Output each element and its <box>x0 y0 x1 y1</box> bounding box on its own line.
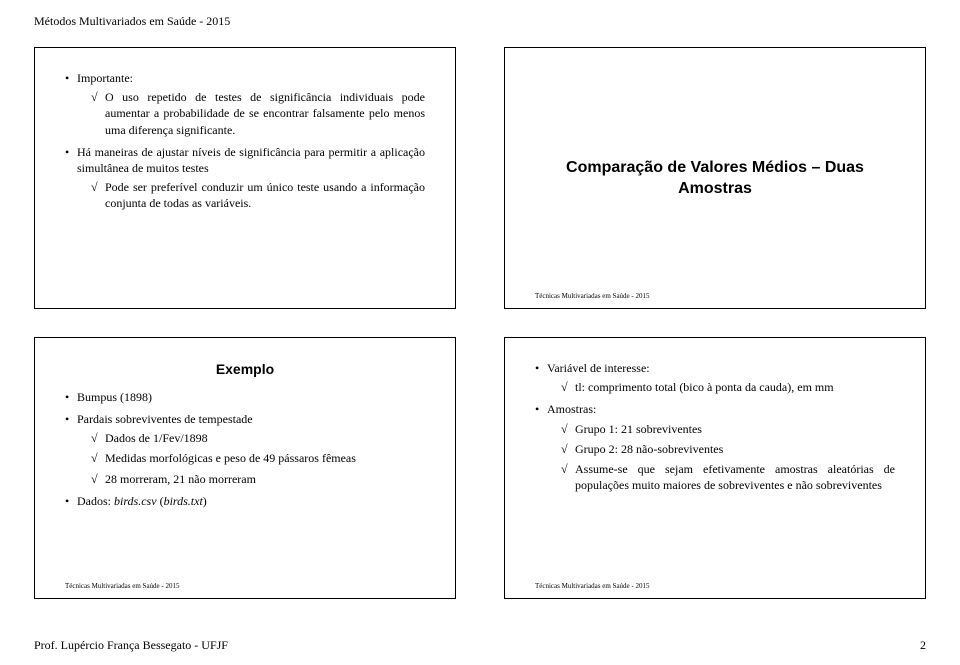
slide1-b1-sub1: O uso repetido de testes de significânci… <box>91 89 425 138</box>
slide4-b2-sub3: Assume-se que sejam efetivamente amostra… <box>561 461 895 493</box>
slide3-b2-text: Pardais sobreviventes de tempestade <box>77 412 253 426</box>
slide2-title-line2: Amostras <box>678 180 752 197</box>
slide-4-footer: Técnicas Multivariadas em Saúde - 2015 <box>535 578 895 590</box>
page-footer-left: Prof. Lupércio França Bessegato - UFJF <box>34 638 228 653</box>
slide3-b2-sub3: 28 morreram, 21 não morreram <box>91 471 425 487</box>
slide-1-body: Importante: O uso repetido de testes de … <box>65 70 425 300</box>
slide-2-body: Comparação de Valores Médios – Duas Amos… <box>535 70 895 288</box>
slide1-b2-text: Há maneiras de ajustar níveis de signifi… <box>77 145 425 175</box>
page-footer-right: 2 <box>920 638 926 653</box>
slides-grid: Importante: O uso repetido de testes de … <box>34 47 926 599</box>
slide3-b3-file1: birds.csv <box>114 494 157 508</box>
slide3-bullet-2: Pardais sobreviventes de tempestade Dado… <box>65 411 425 487</box>
slide3-bullet-3: Dados: birds.csv (birds.txt) <box>65 493 425 509</box>
slide4-bullet-2: Amostras: Grupo 1: 21 sobreviventes Grup… <box>535 401 895 493</box>
slide-2: Comparação de Valores Médios – Duas Amos… <box>504 47 926 309</box>
slide-3: Exemplo Bumpus (1898) Pardais sobreviven… <box>34 337 456 599</box>
slide4-b2-sub1: Grupo 1: 21 sobreviventes <box>561 421 895 437</box>
slide1-bullet-1: Importante: O uso repetido de testes de … <box>65 70 425 138</box>
slide2-title-line1: Comparação de Valores Médios – Duas <box>566 159 864 176</box>
slide-3-footer: Técnicas Multivariadas em Saúde - 2015 <box>65 578 425 590</box>
slide3-b3-close: ) <box>203 494 207 508</box>
slide1-b2-sub1: Pode ser preferível conduzir um único te… <box>91 179 425 211</box>
slide3-b3-prefix: Dados: <box>77 494 114 508</box>
slide1-b1-intro: Importante: <box>77 71 133 85</box>
slide3-heading: Exemplo <box>65 360 425 379</box>
slide3-b3-open: ( <box>157 494 164 508</box>
slide1-bullet-2: Há maneiras de ajustar níveis de signifi… <box>65 144 425 212</box>
slide3-b2-sub1: Dados de 1/Fev/1898 <box>91 430 425 446</box>
slide4-b1-text: Variável de interesse: <box>547 361 650 375</box>
slide3-b3-file2: birds.txt <box>164 494 203 508</box>
page-header: Métodos Multivariados em Saúde - 2015 <box>34 14 926 29</box>
slide3-b2-sub2: Medidas morfológicas e peso de 49 pássar… <box>91 450 425 466</box>
slide4-b1-sub1: tl: comprimento total (bico à ponta da c… <box>561 379 895 395</box>
slide-4: Variável de interesse: tl: comprimento t… <box>504 337 926 599</box>
slide3-bullet-1: Bumpus (1898) <box>65 389 425 405</box>
slide-2-footer: Técnicas Multivariadas em Saúde - 2015 <box>535 288 895 300</box>
slide-1: Importante: O uso repetido de testes de … <box>34 47 456 309</box>
slide2-title: Comparação de Valores Médios – Duas Amos… <box>566 158 864 200</box>
slide4-b2-sub2: Grupo 2: 28 não-sobreviventes <box>561 441 895 457</box>
slide-3-body: Exemplo Bumpus (1898) Pardais sobreviven… <box>65 360 425 578</box>
slide4-bullet-1: Variável de interesse: tl: comprimento t… <box>535 360 895 395</box>
slide-4-body: Variável de interesse: tl: comprimento t… <box>535 360 895 578</box>
page-footer: Prof. Lupércio França Bessegato - UFJF 2 <box>34 638 926 653</box>
slide4-b2-text: Amostras: <box>547 402 596 416</box>
